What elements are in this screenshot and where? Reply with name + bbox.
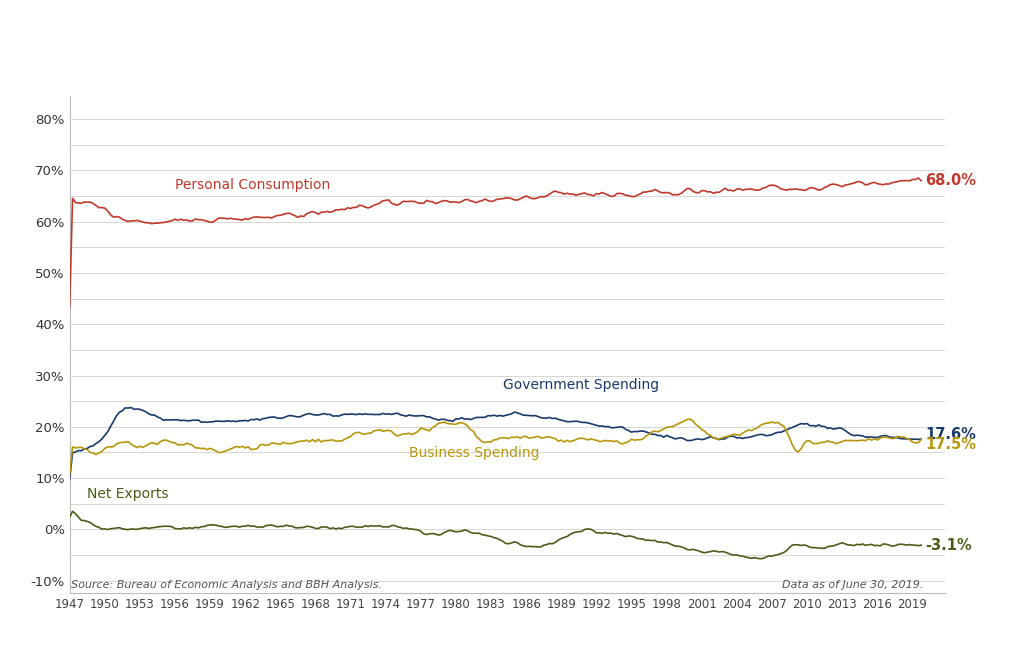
Text: 17.5%: 17.5% bbox=[926, 437, 976, 452]
Text: Source: Bureau of Economic Analysis and BBH Analysis.: Source: Bureau of Economic Analysis and … bbox=[71, 580, 382, 590]
Text: Personal Consumption: Personal Consumption bbox=[175, 178, 330, 192]
Text: 17.6%: 17.6% bbox=[926, 427, 976, 442]
Text: Net Exports: Net Exports bbox=[87, 487, 169, 501]
Text: -3.1%: -3.1% bbox=[926, 538, 972, 553]
Text: Government Spending: Government Spending bbox=[503, 378, 658, 392]
Text: Data as of June 30, 2019.: Data as of June 30, 2019. bbox=[781, 580, 923, 590]
Text: Business Spending: Business Spending bbox=[409, 446, 540, 460]
Text: Composition of U.S. Gross Domestic Product: Composition of U.S. Gross Domestic Produ… bbox=[16, 33, 817, 64]
Text: 68.0%: 68.0% bbox=[926, 172, 976, 188]
